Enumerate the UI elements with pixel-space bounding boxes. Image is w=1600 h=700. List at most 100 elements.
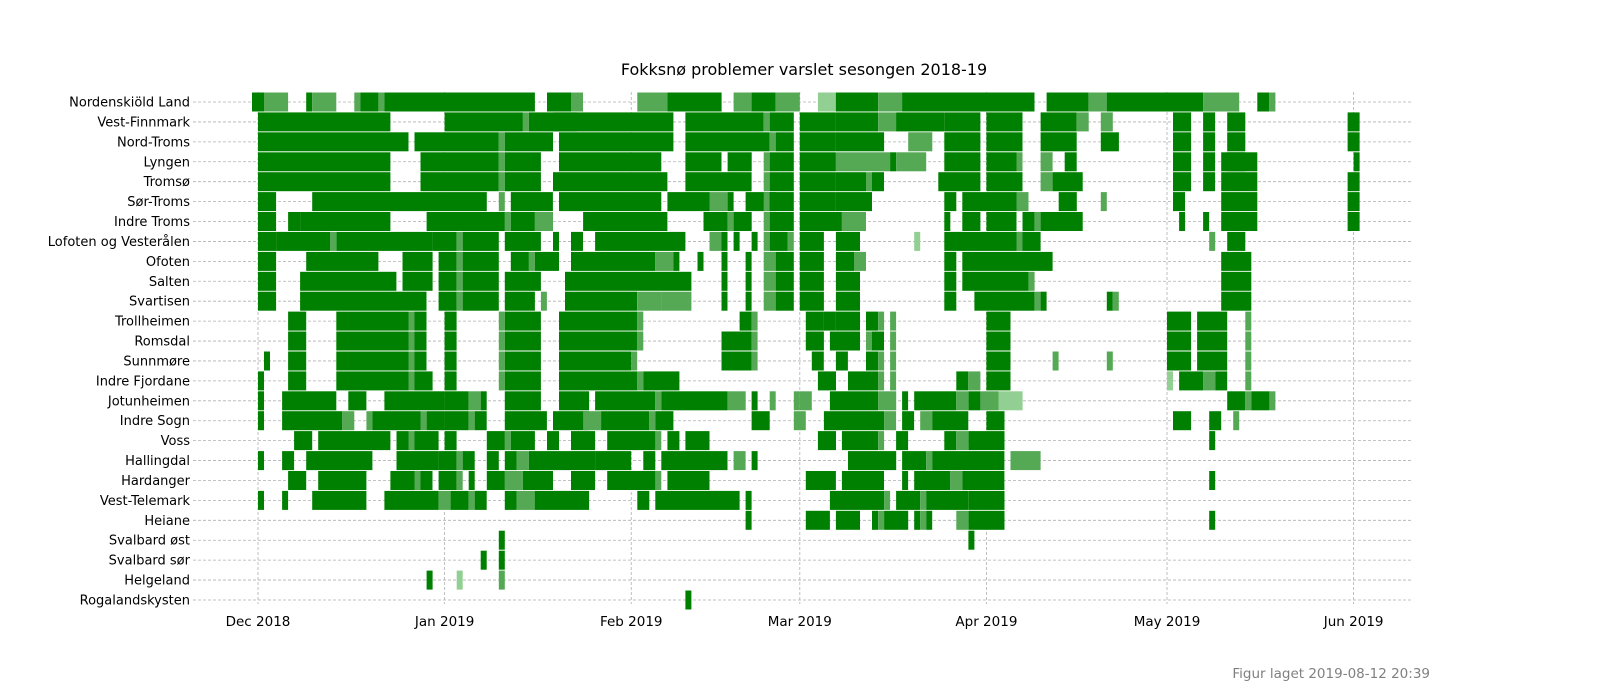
warning-bar: [890, 152, 897, 172]
warning-bar: [685, 172, 752, 192]
warning-bar: [878, 311, 885, 331]
region-label: Hardanger: [121, 474, 191, 489]
warning-bar: [510, 212, 535, 231]
warning-bar: [456, 471, 463, 490]
warning-bar: [697, 251, 704, 271]
warning-bar: [1016, 192, 1029, 212]
warning-bar: [252, 92, 264, 112]
warning-bar: [516, 490, 535, 510]
warning-bar: [884, 490, 891, 510]
warning-bar: [450, 490, 469, 510]
warning-bar: [799, 172, 836, 192]
warning-bar: [504, 271, 541, 291]
warning-bar: [944, 431, 957, 451]
warning-bar: [1209, 431, 1216, 451]
warning-bar: [282, 490, 289, 510]
warning-bar: [1203, 371, 1216, 391]
warning-bar: [944, 212, 951, 231]
warning-bar: [1167, 311, 1192, 331]
warning-bar: [974, 291, 993, 311]
warning-bar: [727, 152, 752, 172]
warning-bar: [1221, 212, 1258, 231]
warning-bar: [721, 331, 752, 351]
warning-bar: [944, 251, 957, 271]
warning-bar: [769, 112, 794, 132]
warning-bar: [571, 231, 583, 251]
warning-bar: [318, 471, 367, 490]
warning-bar: [540, 291, 547, 311]
warning-bar: [402, 251, 433, 271]
warning-bar: [1269, 92, 1276, 112]
warning-bar: [348, 391, 367, 411]
warning-bar: [378, 92, 385, 112]
region-label: Lofoten og Vesterålen: [48, 235, 190, 250]
warning-bar: [498, 550, 505, 570]
warning-bar: [805, 331, 824, 351]
warning-bar: [872, 331, 884, 351]
warning-bar: [763, 172, 770, 192]
warning-bar: [661, 451, 728, 471]
warning-bar: [342, 411, 355, 431]
warning-bar: [553, 172, 668, 192]
warning-bar: [1251, 391, 1270, 411]
warning-bar: [769, 231, 788, 251]
warning-bar: [962, 212, 981, 231]
warning-bar: [962, 192, 1017, 212]
warning-bar: [1203, 132, 1216, 152]
warning-bar: [805, 311, 824, 331]
warning-bar: [372, 411, 421, 431]
warning-bar: [306, 451, 373, 471]
region-label: Indre Troms: [114, 215, 190, 230]
warning-bar: [504, 371, 541, 391]
warning-bar: [1034, 212, 1041, 231]
warning-bar: [956, 371, 969, 391]
warning-bar: [282, 411, 343, 431]
warning-bar: [396, 451, 439, 471]
warning-bar: [1100, 112, 1113, 132]
warning-bar: [950, 471, 963, 490]
warning-bar: [817, 371, 836, 391]
warning-bar: [703, 212, 728, 231]
warning-bar: [1221, 152, 1258, 172]
warning-bar: [432, 231, 457, 251]
warning-bar: [480, 391, 487, 411]
warning-bar: [1245, 351, 1252, 371]
warning-bar: [655, 490, 740, 510]
x-tick-labels: Dec 2018 Jan 2019 Feb 2019 Mar 2019 Apr 2019…: [226, 614, 1384, 630]
warning-bar: [878, 391, 897, 411]
warning-bar: [835, 112, 878, 132]
warning-bar: [823, 311, 836, 331]
warning-bar: [1209, 411, 1222, 431]
warning-bar: [968, 490, 1005, 510]
warning-bar: [878, 112, 897, 132]
warning-bar: [384, 92, 535, 112]
warning-bar: [643, 371, 680, 391]
warning-bar: [462, 251, 499, 271]
warning-bar: [1347, 132, 1360, 152]
warning-bar: [1010, 451, 1041, 471]
warning-bar: [258, 231, 277, 251]
warning-bar: [264, 92, 289, 112]
x-tick-label: Jun 2019: [1323, 614, 1384, 630]
warning-bar: [504, 172, 541, 192]
region-label: Svalbard øst: [109, 534, 190, 549]
warning-bar: [637, 291, 662, 311]
warning-bar: [998, 391, 1023, 411]
warning-bar: [498, 530, 505, 550]
region-label: Nord-Troms: [117, 135, 190, 150]
region-label: Nordenskiöld Land: [69, 96, 190, 111]
warning-bar: [559, 132, 674, 152]
warning-bar: [468, 411, 475, 431]
warning-bar: [1040, 112, 1077, 132]
warning-bar: [480, 550, 487, 570]
warning-bar: [258, 172, 391, 192]
warning-bar: [276, 231, 331, 251]
warning-bar: [637, 311, 644, 331]
warning-bar: [1227, 112, 1246, 132]
warning-bar: [456, 291, 463, 311]
warning-bar: [414, 132, 499, 152]
warning-bar: [944, 291, 957, 311]
warning-bar: [504, 351, 541, 371]
warning-bar: [986, 371, 1011, 391]
warning-bar: [733, 212, 752, 231]
